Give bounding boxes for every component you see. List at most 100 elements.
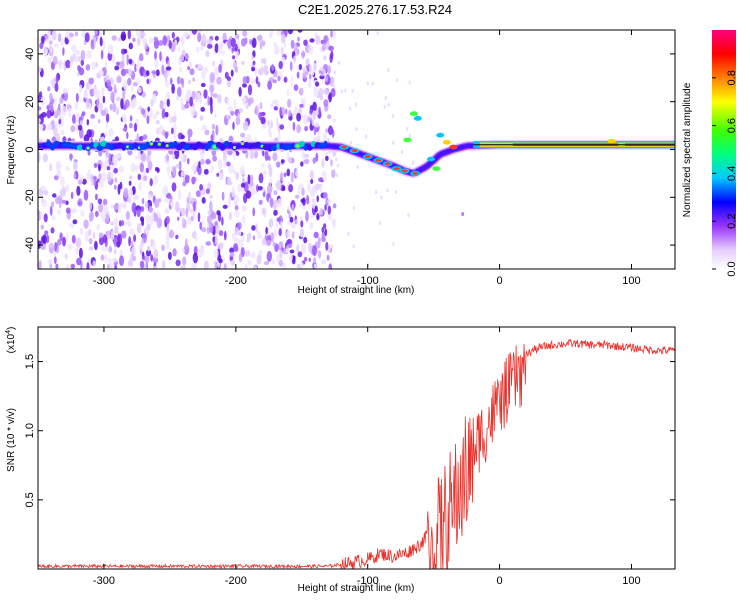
noise-blob: [380, 195, 383, 200]
noise-blob: [136, 222, 142, 234]
noise-blob: [133, 122, 138, 132]
noise-blob: [279, 106, 282, 117]
noise-blob: [318, 177, 323, 183]
noise-blob: [273, 106, 278, 111]
noise-blob: [152, 241, 156, 250]
noise-blob: [153, 212, 157, 219]
snr-y-ticks: 0.5 1.0 1.5: [24, 354, 675, 508]
noise-blob: [115, 61, 121, 66]
noise-blob: [158, 197, 162, 203]
noise-blob: [178, 160, 182, 171]
noise-blob: [177, 189, 182, 201]
noise-blob: [113, 249, 117, 255]
signal-blob: [228, 141, 233, 148]
noise-blob: [105, 246, 109, 252]
noise-blob: [236, 230, 242, 237]
noise-blob: [164, 208, 168, 214]
noise-blob: [226, 161, 231, 167]
noise-blob: [212, 60, 215, 67]
noise-blob: [252, 60, 256, 65]
noise-blob: [387, 68, 390, 73]
noise-blob: [251, 55, 254, 61]
noise-blob: [117, 37, 122, 42]
noise-blob: [395, 78, 399, 83]
noise-blob: [192, 77, 195, 82]
noise-blob: [332, 83, 336, 90]
noise-blob: [100, 210, 106, 222]
noise-blob: [303, 39, 308, 46]
noise-blob: [227, 197, 231, 209]
noise-blob: [78, 247, 83, 259]
noise-blob: [280, 46, 284, 55]
noise-blob: [216, 76, 222, 85]
noise-blob: [164, 131, 169, 139]
noise-blob: [234, 66, 239, 73]
noise-blob: [323, 132, 328, 138]
noise-blob: [218, 258, 223, 264]
noise-blob: [155, 69, 160, 77]
noise-blob: [99, 102, 103, 112]
noise-blob: [127, 197, 132, 203]
noise-blob: [70, 209, 76, 214]
noise-blob: [294, 49, 300, 57]
noise-blob: [80, 59, 85, 66]
signal-blob: [303, 144, 308, 151]
noise-blob: [237, 112, 241, 119]
noise-blob: [41, 195, 44, 203]
noise-blob: [242, 177, 245, 185]
noise-blob: [185, 207, 189, 218]
noise-blob: [255, 76, 259, 85]
noise-blob: [307, 184, 312, 193]
noise-blob: [111, 54, 116, 64]
noise-blob: [62, 236, 66, 247]
noise-blob: [280, 221, 283, 230]
noise-blob: [132, 196, 136, 202]
noise-blob: [113, 83, 117, 93]
noise-blob: [235, 116, 241, 126]
signal-blob: [45, 140, 52, 147]
track-segment-peak: [412, 172, 419, 175]
noise-blob: [184, 104, 190, 109]
noise-blob: [123, 187, 129, 199]
noise-blob: [315, 35, 321, 45]
signal-blob: [70, 143, 75, 150]
noise-blob: [165, 216, 170, 225]
noise-blob: [302, 72, 307, 79]
noise-blob: [227, 180, 233, 186]
colorbar-ticks: 0.0 0.2 0.4 0.6 0.8: [712, 70, 738, 277]
noise-blob: [233, 243, 239, 252]
track-segment-peak: [341, 145, 347, 149]
noise-blob: [332, 220, 336, 229]
noise-blob: [278, 228, 282, 237]
noise-blob: [77, 179, 83, 185]
noise-blob: [277, 122, 281, 134]
track-feature: [442, 139, 451, 145]
noise-blob: [271, 64, 275, 71]
track-feature: [427, 156, 435, 162]
noise-blob: [70, 191, 74, 199]
noise-blob: [310, 178, 314, 184]
noise-blob: [244, 250, 251, 257]
signal-peak: [86, 146, 90, 150]
signal-blob: [96, 145, 104, 151]
noise-blob: [60, 129, 65, 136]
noise-blob: [283, 43, 287, 48]
noise-blob: [214, 234, 219, 246]
noise-blob: [204, 260, 209, 269]
noise-blob: [121, 230, 127, 239]
noise-blob: [265, 239, 272, 247]
carrier-center-line: [473, 144, 675, 146]
track-segment-peak: [364, 155, 371, 159]
noise-blob: [224, 230, 227, 241]
noise-blob: [38, 152, 41, 163]
noise-blob: [411, 160, 415, 165]
noise-blob: [46, 109, 52, 119]
noise-blob: [175, 259, 181, 267]
noise-blob: [114, 224, 119, 234]
noise-blob: [317, 130, 321, 140]
noise-blob: [194, 233, 198, 242]
noise-blob: [181, 104, 186, 111]
noise-blob: [121, 201, 127, 209]
noise-blob: [49, 205, 53, 216]
noise-blob: [49, 163, 52, 172]
